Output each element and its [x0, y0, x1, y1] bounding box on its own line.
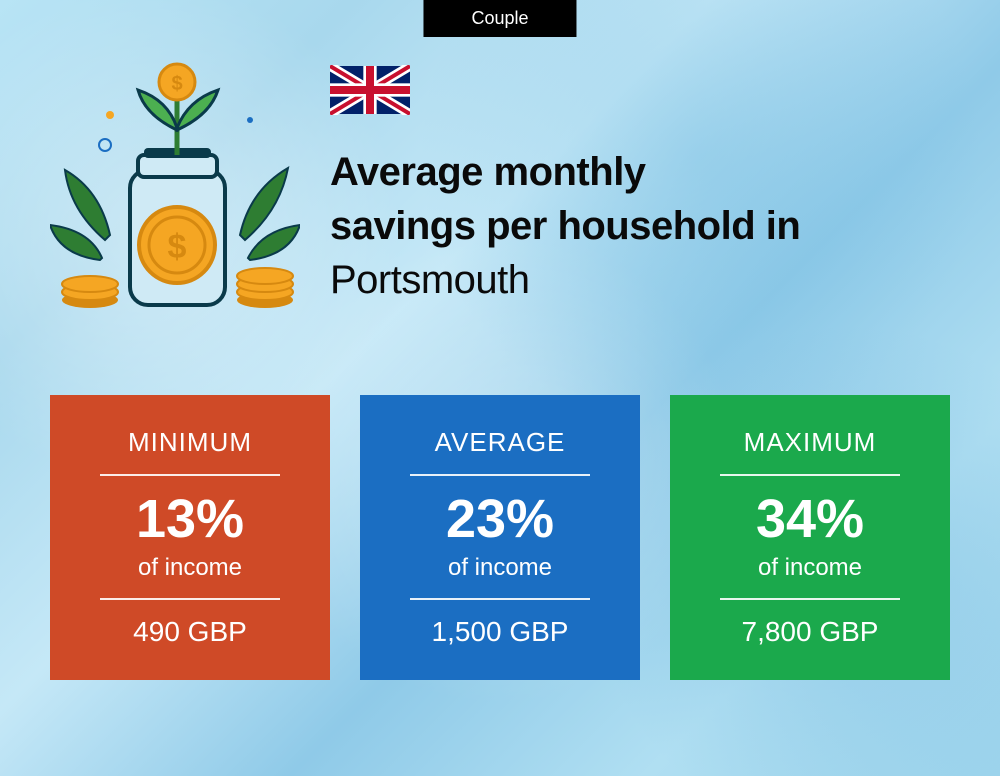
title-line-1: Average monthly — [330, 150, 646, 194]
card-percent: 23% — [380, 492, 620, 546]
divider — [410, 474, 590, 476]
card-amount: 1,500 GBP — [380, 616, 620, 648]
header: $ $ Average monthly savings per househol… — [50, 60, 950, 320]
card-sub: of income — [70, 554, 310, 582]
uk-flag-icon — [330, 65, 410, 115]
stat-card-average: AVERAGE 23% of income 1,500 GBP — [360, 395, 640, 680]
stat-cards: MINIMUM 13% of income 490 GBP AVERAGE 23… — [50, 395, 950, 680]
title-city: Portsmouth — [330, 258, 530, 302]
savings-jar-plant-icon: $ $ — [50, 60, 300, 320]
page-title: Average monthly savings per household in… — [330, 145, 950, 307]
divider — [720, 598, 900, 600]
stat-card-minimum: MINIMUM 13% of income 490 GBP — [50, 395, 330, 680]
card-percent: 13% — [70, 492, 310, 546]
card-percent: 34% — [690, 492, 930, 546]
title-block: Average monthly savings per household in… — [330, 60, 950, 307]
svg-text:$: $ — [171, 73, 182, 95]
divider — [100, 598, 280, 600]
category-tab: Couple — [423, 0, 576, 37]
stat-card-maximum: MAXIMUM 34% of income 7,800 GBP — [670, 395, 950, 680]
card-label: MINIMUM — [70, 427, 310, 458]
svg-text:$: $ — [168, 228, 187, 266]
title-line-2: savings per household in — [330, 204, 800, 248]
divider — [410, 598, 590, 600]
divider — [100, 474, 280, 476]
card-sub: of income — [690, 554, 930, 582]
card-sub: of income — [380, 554, 620, 582]
card-amount: 7,800 GBP — [690, 616, 930, 648]
card-label: MAXIMUM — [690, 427, 930, 458]
card-amount: 490 GBP — [70, 616, 310, 648]
divider — [720, 474, 900, 476]
card-label: AVERAGE — [380, 427, 620, 458]
